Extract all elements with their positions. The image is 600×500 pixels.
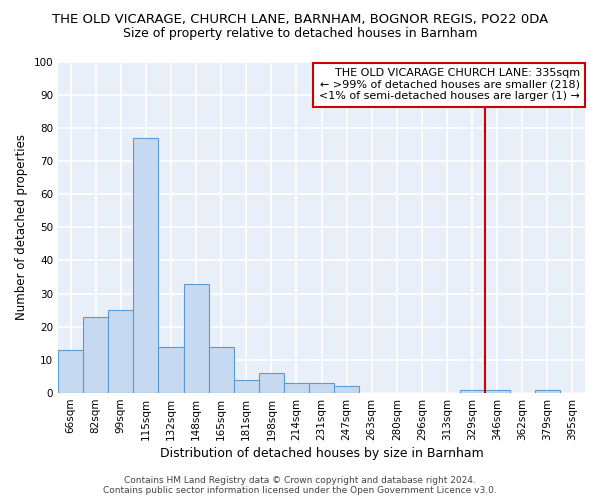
Text: THE OLD VICARAGE, CHURCH LANE, BARNHAM, BOGNOR REGIS, PO22 0DA: THE OLD VICARAGE, CHURCH LANE, BARNHAM, …	[52, 12, 548, 26]
Bar	[284, 383, 309, 393]
X-axis label: Distribution of detached houses by size in Barnham: Distribution of detached houses by size …	[160, 447, 484, 460]
Y-axis label: Number of detached properties: Number of detached properties	[15, 134, 28, 320]
Bar	[58, 350, 83, 393]
Bar	[209, 346, 233, 393]
Bar	[309, 383, 334, 393]
Bar	[485, 390, 510, 393]
Bar	[184, 284, 209, 393]
Bar	[259, 373, 284, 393]
Bar	[233, 380, 259, 393]
Bar	[108, 310, 133, 393]
Bar	[334, 386, 359, 393]
Text: THE OLD VICARAGE CHURCH LANE: 335sqm
← >99% of detached houses are smaller (218): THE OLD VICARAGE CHURCH LANE: 335sqm ← >…	[319, 68, 580, 102]
Text: Size of property relative to detached houses in Barnham: Size of property relative to detached ho…	[123, 28, 477, 40]
Bar	[460, 390, 485, 393]
Bar	[535, 390, 560, 393]
Text: Contains HM Land Registry data © Crown copyright and database right 2024.
Contai: Contains HM Land Registry data © Crown c…	[103, 476, 497, 495]
Bar	[158, 346, 184, 393]
Bar	[133, 138, 158, 393]
Bar	[83, 317, 108, 393]
